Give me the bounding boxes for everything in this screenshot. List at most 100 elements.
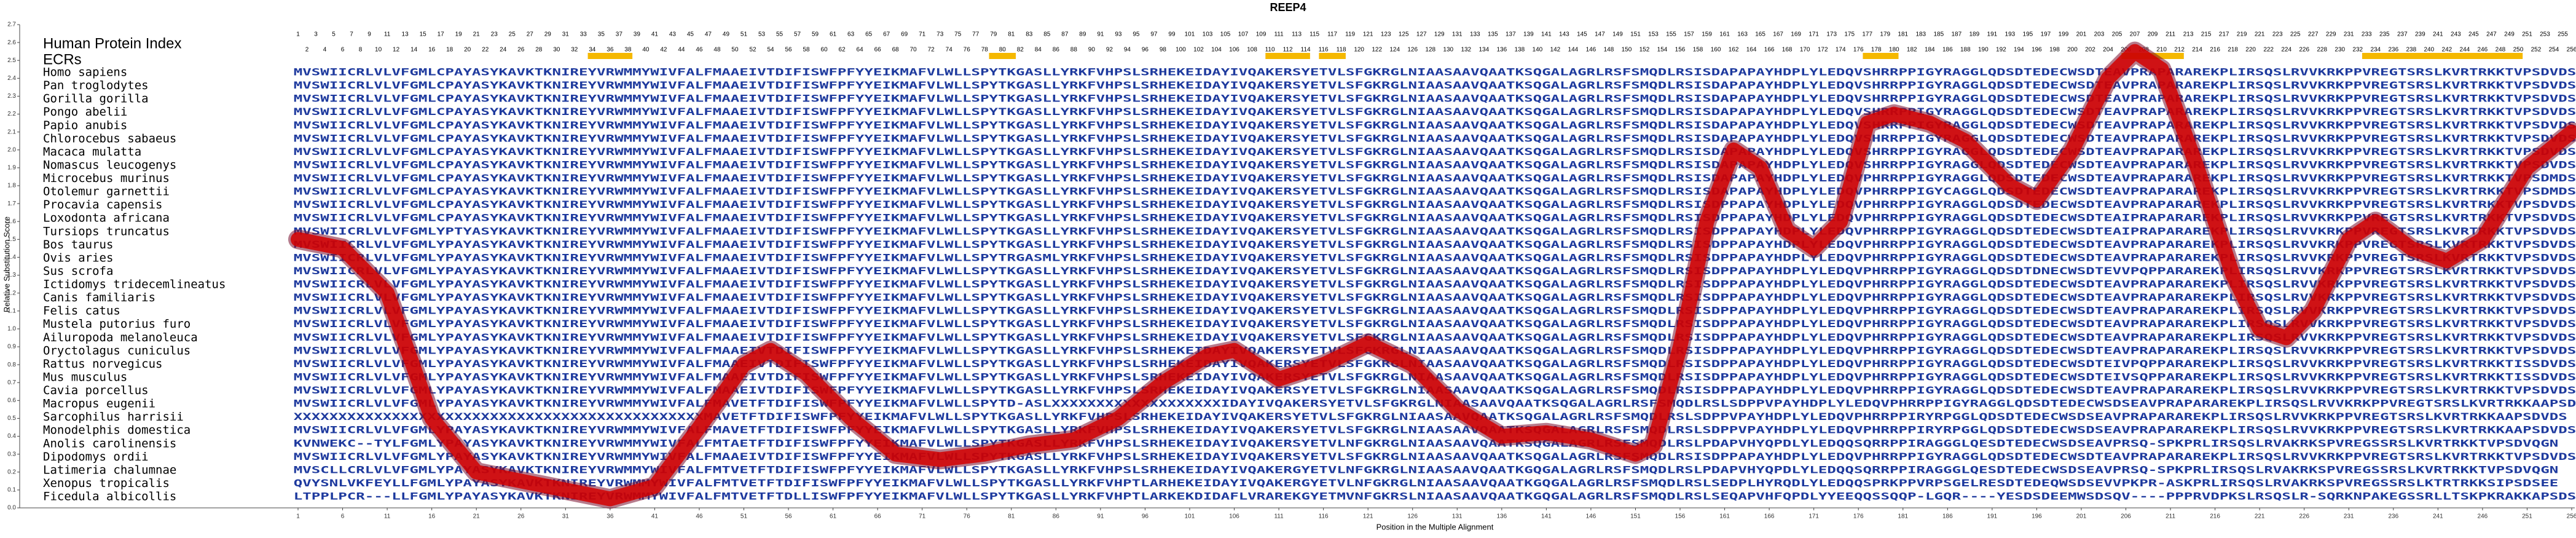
y-tick-label: 1.7 [7, 200, 16, 207]
position-label: 191 [1987, 31, 1998, 38]
position-label: 95 [1133, 31, 1140, 38]
species-name: Anolis carolinensis [43, 437, 176, 450]
position-label: 157 [1684, 31, 1694, 38]
ecr [1265, 53, 1310, 59]
y-axis-label: Relative Substitution Score [2, 216, 11, 312]
position-label: 50 [731, 47, 739, 53]
position-label: 139 [1523, 31, 1534, 38]
position-label: 103 [1203, 31, 1213, 38]
position-label: 190 [1978, 47, 1989, 53]
position-label: 81 [1008, 31, 1015, 38]
species-name: Cavia porcellus [43, 384, 149, 397]
position-label: 98 [1160, 47, 1167, 53]
position-label: 153 [1648, 31, 1659, 38]
sequence: MVSWIICRLVLVFGMLYPAYASYKAVKTKNIREYVRWMMY… [294, 331, 2576, 343]
sequence: QVYSNLVKFEYLLFGMLYPAYASYKAVKTKNIREYVRWMM… [294, 477, 2558, 489]
sequence: MVSWIICRLVLVFGMLCPAYASYKAVKTKNIREYVRWMMY… [294, 146, 2576, 157]
position-label: 104 [1211, 47, 1222, 53]
position-label: 118 [1337, 47, 1346, 53]
x-tick-label: 141 [1541, 513, 1552, 520]
x-tick-label: 256 [2567, 513, 2576, 520]
position-label: 249 [2504, 31, 2515, 38]
species-name: Ovis aries [43, 251, 113, 264]
x-tick-label: 216 [2210, 513, 2220, 520]
position-label: 183 [1915, 31, 1926, 38]
position-label: 84 [1035, 47, 1042, 53]
position-label: 146 [1586, 47, 1596, 53]
position-label: 116 [1319, 47, 1329, 53]
position-label: 39 [634, 31, 641, 38]
position-label: 109 [1256, 31, 1266, 38]
species-name: Tursiops truncatus [43, 224, 170, 238]
position-label: 47 [705, 31, 712, 38]
position-label: 63 [847, 31, 855, 38]
position-label: 43 [669, 31, 677, 38]
position-label: 124 [1389, 47, 1400, 53]
position-label: 140 [1533, 47, 1543, 53]
position-label: 159 [1702, 31, 1712, 38]
ecr [1319, 53, 1346, 59]
position-label: 173 [1826, 31, 1837, 38]
position-label: 142 [1550, 47, 1561, 53]
position-label: 125 [1399, 31, 1409, 38]
x-tick-label: 136 [1496, 513, 1507, 520]
position-label: 160 [1711, 47, 1721, 53]
sequence: MVSWIICRLVLVFGMLCPAYASYKAVKTKNIREYVRWMMY… [294, 119, 2576, 131]
position-label: 48 [713, 47, 721, 53]
position-label: 187 [1951, 31, 1961, 38]
x-tick-label: 81 [1008, 513, 1015, 520]
position-label: 93 [1115, 31, 1122, 38]
position-label: 199 [2059, 31, 2069, 38]
position-label: 115 [1310, 31, 1319, 38]
position-label: 26 [517, 47, 525, 53]
x-tick-label: 111 [1274, 513, 1284, 520]
x-tick-label: 246 [2478, 513, 2488, 520]
position-label: 59 [812, 31, 819, 38]
position-label: 94 [1124, 47, 1131, 53]
x-tick-label: 96 [1142, 513, 1149, 520]
position-label: 117 [1327, 31, 1337, 38]
position-label: 62 [839, 47, 846, 53]
position-label: 41 [651, 31, 659, 38]
position-label: 212 [2174, 47, 2185, 53]
position-label: 205 [2112, 31, 2122, 38]
position-label: 233 [2362, 31, 2372, 38]
position-label: 110 [1265, 47, 1275, 53]
position-label: 211 [2166, 31, 2175, 38]
position-label: 11 [384, 31, 391, 38]
position-label: 161 [1719, 31, 1730, 38]
index-label: Human Protein Index [43, 35, 181, 52]
sequence: MVSWIICRLVLVFGMLCPAYASYKAVKTKNIREYVRWMMY… [294, 199, 2576, 210]
position-label: 180 [1889, 47, 1899, 53]
x-tick-label: 51 [740, 513, 748, 520]
y-tick-label: 0.1 [7, 487, 16, 494]
sequence: MVSWIICRLVLVFGMLYPTYASYKAVKTKNIREYVRWMMY… [294, 225, 2576, 237]
position-label: 234 [2370, 47, 2381, 53]
position-label: 97 [1150, 31, 1158, 38]
position-label: 235 [2379, 31, 2390, 38]
sequence: MVSWIICRLVLVFGMLCPAYASYKAVKTKNIREYVRWMMY… [294, 79, 2576, 91]
position-label: 6 [341, 47, 345, 53]
position-label: 4 [323, 47, 327, 53]
sequence: MVSWIICRLVLVFGMLCPAYASYKAVKTKNIREYVRWMMY… [294, 186, 2576, 197]
sequence: MVSWIICRLVLVFGMLCPAYASYKAVKTKNIREYVRWMMY… [294, 93, 2576, 105]
position-label: 88 [1070, 47, 1078, 53]
position-label: 15 [420, 31, 427, 38]
species-name: Chlorocebus sabaeus [43, 132, 176, 145]
position-label: 46 [696, 47, 703, 53]
x-tick-label: 116 [1319, 513, 1329, 520]
position-label: 131 [1452, 31, 1463, 38]
position-label: 154 [1657, 47, 1668, 53]
position-label: 196 [2032, 47, 2042, 53]
position-label: 252 [2531, 47, 2542, 53]
x-tick-label: 241 [2433, 513, 2443, 520]
position-label: 194 [2014, 47, 2024, 53]
position-label: 17 [438, 31, 445, 38]
position-label: 174 [1836, 47, 1846, 53]
position-label: 90 [1088, 47, 1096, 53]
x-tick-label: 191 [1987, 513, 1998, 520]
position-label: 216 [2210, 47, 2220, 53]
position-label: 102 [1193, 47, 1204, 53]
